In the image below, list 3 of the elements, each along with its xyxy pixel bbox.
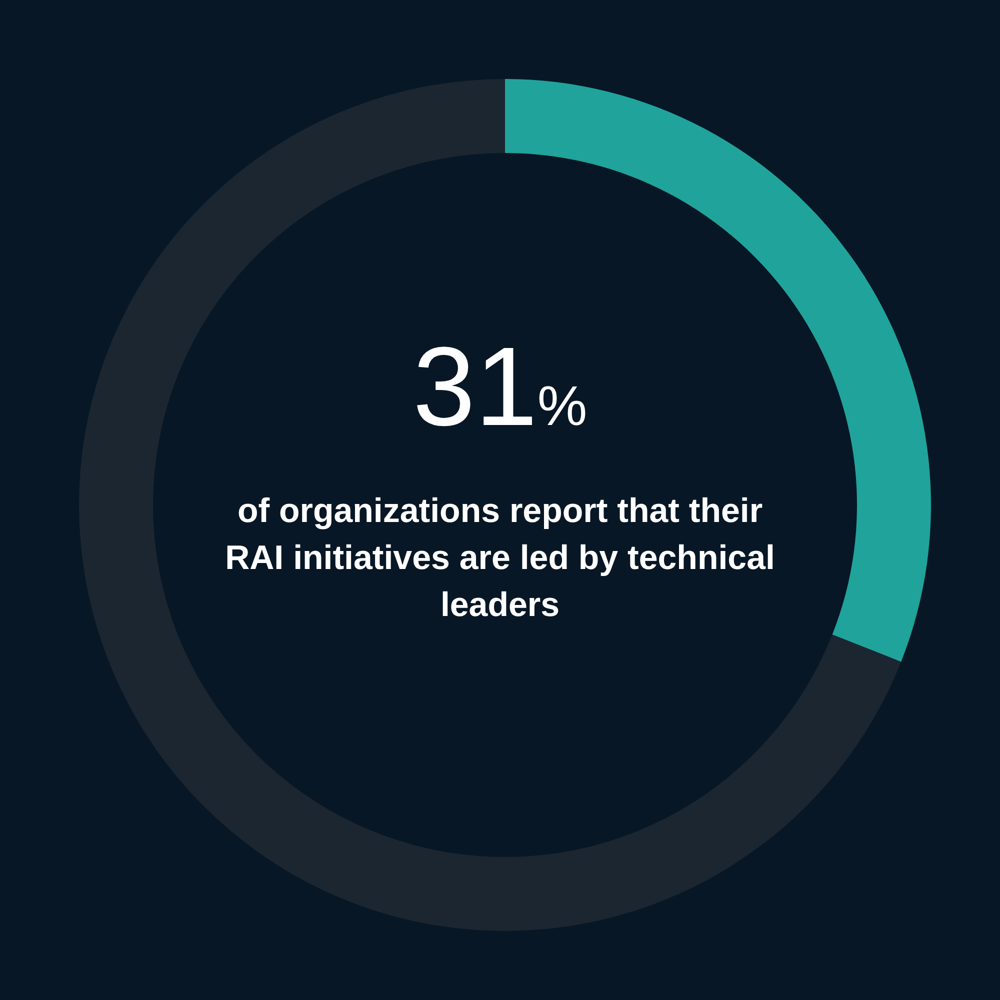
donut-slice bbox=[79, 79, 902, 931]
text: of organizations report that their RAI initiatives are led by technical leaders bbox=[224, 491, 776, 626]
data-label: 31% bbox=[412, 324, 588, 449]
